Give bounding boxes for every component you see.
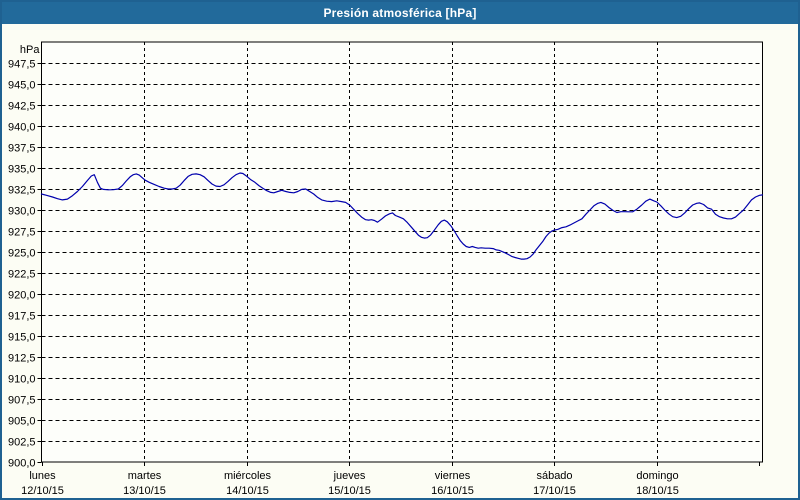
- x-day-label: domingo: [636, 470, 678, 482]
- x-day-label: lunes: [29, 470, 56, 482]
- y-tick-label: 932,5: [8, 185, 36, 197]
- y-tick-label: 935,0: [8, 164, 36, 176]
- y-tick-label: 910,0: [8, 374, 36, 386]
- pressure-line: [40, 172, 764, 260]
- x-date-label: 15/10/15: [328, 485, 371, 497]
- y-tick-label: 902,5: [8, 437, 36, 449]
- y-tick-label: 925,0: [8, 248, 36, 260]
- y-tick-label: 907,5: [8, 395, 36, 407]
- x-date-label: 16/10/15: [431, 485, 474, 497]
- y-tick-label: 937,5: [8, 143, 36, 155]
- y-axis-unit-label: hPa: [20, 44, 40, 56]
- chart-title: Presión atmosférica [hPa]: [323, 6, 477, 20]
- y-tick-label: 927,5: [8, 227, 36, 239]
- y-tick-label: 915,0: [8, 332, 36, 344]
- x-day-label: martes: [128, 470, 162, 482]
- x-date-label: 13/10/15: [123, 485, 166, 497]
- y-tick-label: 917,5: [8, 311, 36, 323]
- x-day-label: viernes: [435, 470, 471, 482]
- x-date-label: 18/10/15: [636, 485, 679, 497]
- y-tick-label: 900,0: [8, 458, 36, 470]
- x-day-label: jueves: [333, 470, 366, 482]
- x-date-label: 14/10/15: [226, 485, 269, 497]
- x-day-label: sábado: [536, 470, 572, 482]
- y-tick-label: 940,0: [8, 122, 36, 134]
- y-tick-label: 947,5: [8, 59, 36, 71]
- y-tick-label: 912,5: [8, 353, 36, 365]
- y-tick-label: 920,0: [8, 290, 36, 302]
- y-tick-label: 905,0: [8, 416, 36, 428]
- x-date-label: 12/10/15: [21, 485, 64, 497]
- y-tick-label: 942,5: [8, 101, 36, 113]
- x-date-label: 17/10/15: [533, 485, 576, 497]
- y-tick-label: 930,0: [8, 206, 36, 218]
- y-tick-label: 945,0: [8, 80, 36, 92]
- x-day-label: miércoles: [224, 470, 272, 482]
- y-tick-label: 922,5: [8, 269, 36, 281]
- title-bar: Presión atmosférica [hPa]: [2, 2, 798, 24]
